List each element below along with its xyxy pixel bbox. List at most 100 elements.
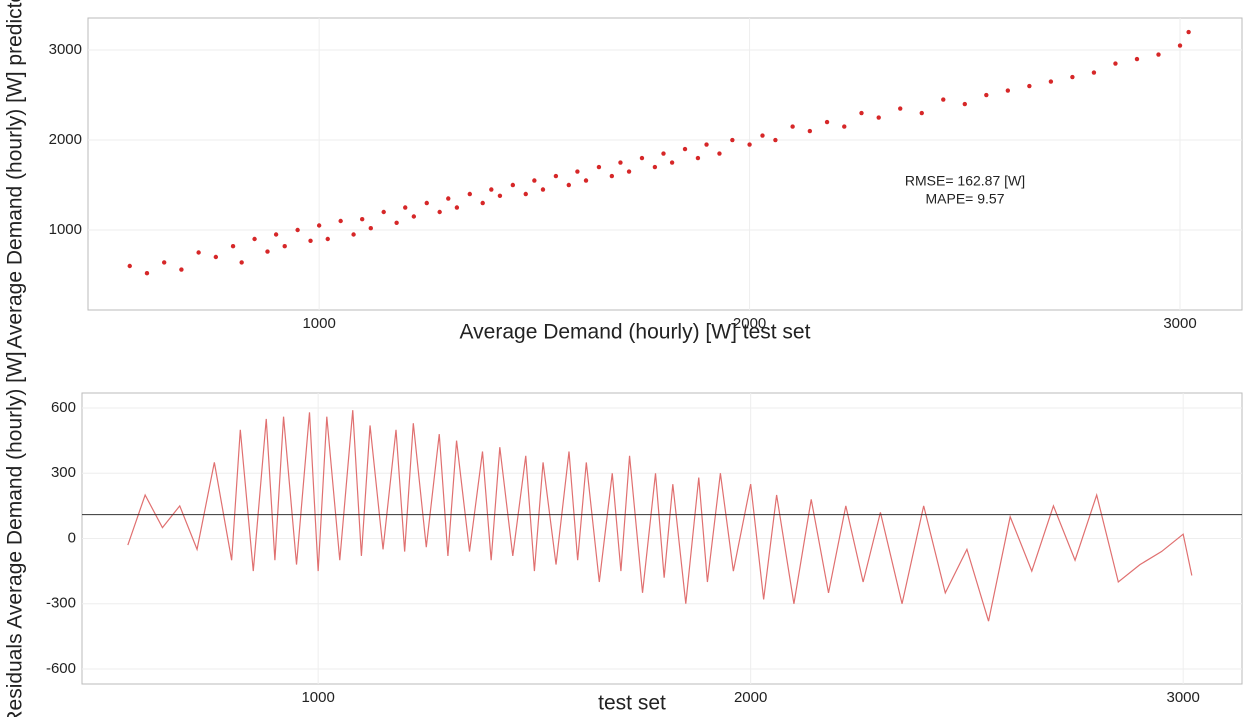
point [1113,61,1118,66]
point [1156,52,1161,57]
x-tick-label: 2000 [734,689,767,706]
point [381,209,386,215]
point [403,205,408,210]
point [1048,79,1054,84]
point [411,214,417,219]
point [252,236,257,242]
point [1027,83,1032,89]
y-tick-label: 1000 [49,221,82,238]
point [489,187,494,192]
y-tick-label: 300 [51,464,76,481]
point [437,209,442,215]
point [510,182,516,188]
y-tick-label: 0 [68,529,76,546]
point [553,173,559,179]
point [497,193,503,199]
point [1091,70,1097,75]
point [876,115,881,120]
point [144,270,150,276]
point [325,236,330,242]
x-axis-title: test set [598,692,666,715]
point [626,169,632,174]
point [669,160,675,165]
point [359,217,365,222]
point [575,169,580,174]
point [265,249,270,254]
point [213,254,219,260]
point [1070,74,1075,80]
point [962,101,967,107]
point [695,155,701,161]
point [682,146,688,152]
point [618,160,623,165]
y-axis-title: Average Demand (hourly) [W] predicted [4,0,27,349]
point [583,178,589,183]
plot-area [87,17,1243,311]
point [1134,56,1140,62]
point [532,178,537,183]
point [196,250,201,255]
y-tick-label: 3000 [49,41,82,58]
point [704,142,709,147]
point [596,164,602,170]
point [540,187,546,192]
point [807,128,813,134]
point [351,232,356,237]
annotation: MAPE= 9.57 [926,191,1005,207]
point [161,260,167,265]
x-tick-label: 1000 [302,315,335,332]
point [282,244,287,249]
y-tick-label: 2000 [49,131,82,148]
point [859,110,864,116]
point [824,119,830,125]
point [773,137,778,143]
point [480,200,485,206]
point [609,173,615,179]
point [424,200,429,206]
point [652,164,658,170]
point [717,151,722,156]
point [127,263,132,269]
y-tick-label: -600 [46,660,76,677]
y-tick-label: -300 [46,595,76,612]
point [898,106,903,111]
point [566,182,571,188]
point [1177,43,1183,48]
point [295,227,300,233]
point [239,260,244,265]
x-tick-label: 1000 [301,689,334,706]
point [790,124,795,129]
residual-line [127,410,1193,622]
point [368,226,373,231]
annotation: RMSE= 162.87 [W] [905,173,1025,189]
point [523,191,528,197]
point [308,238,313,244]
point [760,133,765,138]
point [730,137,735,143]
point [661,151,666,156]
point [941,97,946,102]
point [1005,88,1011,93]
point [984,92,989,98]
y-tick-label: 600 [51,399,76,416]
point [842,124,847,129]
point [394,220,399,226]
point [316,223,322,228]
point [179,267,184,272]
x-tick-label: 3000 [1166,689,1199,706]
point [467,191,472,197]
point [747,142,752,147]
point [273,232,279,237]
point [446,196,451,201]
point [230,244,236,249]
x-axis-title: Average Demand (hourly) [W] test set [460,321,811,344]
x-tick-label: 3000 [1163,315,1196,332]
point [338,218,343,224]
point [454,205,460,210]
y-axis-title: Residuals Average Demand (hourly) [W] [4,351,27,717]
point [919,110,924,116]
x-tick-label: 2000 [733,315,766,332]
point [1186,29,1191,35]
point [639,155,645,161]
